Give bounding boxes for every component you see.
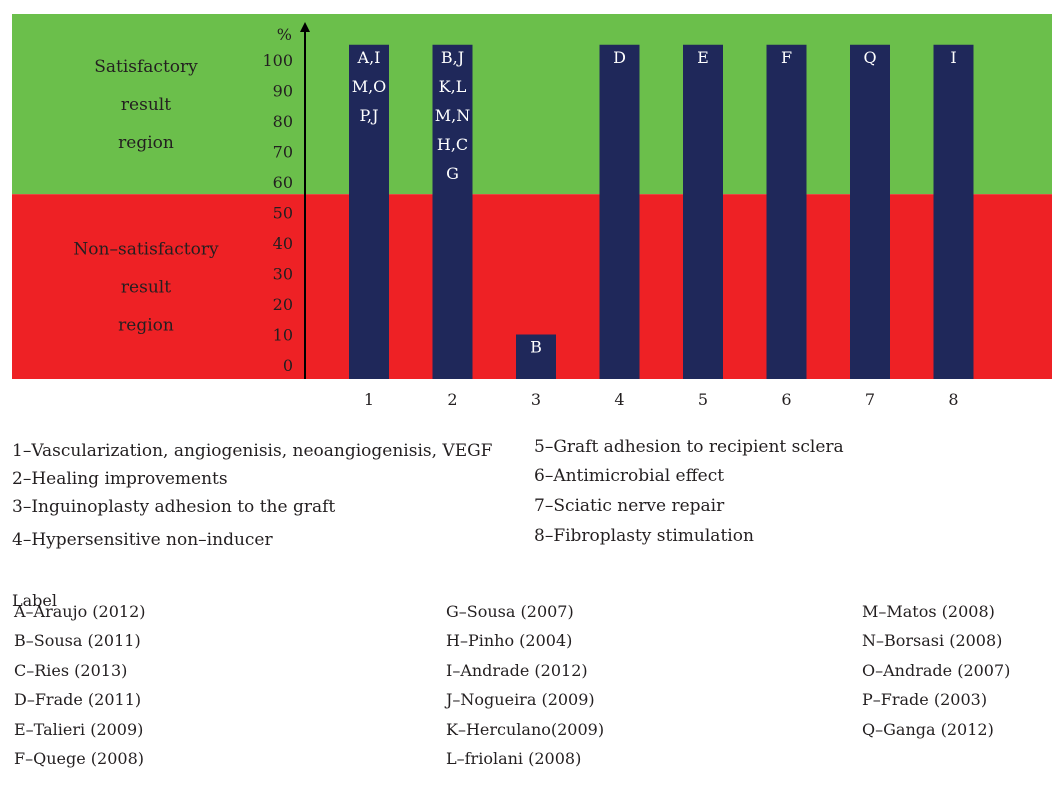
y-tick-label: 0 bbox=[283, 356, 293, 375]
author-label: D–Frade (2011) bbox=[14, 690, 142, 709]
legend-item: 7–Sciatic nerve repair bbox=[534, 496, 725, 516]
bar-6 bbox=[766, 44, 807, 379]
y-axis-title: % bbox=[277, 25, 292, 44]
bar-data-label: F bbox=[781, 48, 792, 67]
x-tick-label: 1 bbox=[364, 390, 374, 409]
author-label: I–Andrade (2012) bbox=[446, 661, 588, 680]
bars-layer: A,I M,O P,J B,J K,L M,N H,C G B D E F Q I bbox=[349, 44, 974, 379]
bar-data-label: P,J bbox=[359, 106, 378, 125]
author-label: N–Borsasi (2008) bbox=[862, 631, 1003, 650]
y-tick-label: 90 bbox=[273, 82, 293, 101]
author-label: P–Frade (2003) bbox=[862, 690, 988, 709]
y-tick-label: 100 bbox=[262, 51, 293, 70]
bar-chart: Satisfactory result region Non–satisfactory… bbox=[12, 14, 1052, 409]
legend-item: 5–Graft adhesion to recipient sclera bbox=[534, 437, 844, 457]
author-label: H–Pinho (2004) bbox=[446, 631, 573, 650]
y-tick-label: 30 bbox=[273, 265, 293, 284]
region-label-line: region bbox=[118, 133, 174, 153]
bar-5 bbox=[683, 44, 723, 379]
y-tick-label: 60 bbox=[273, 173, 293, 192]
bar-1 bbox=[349, 44, 389, 379]
bar-7 bbox=[850, 44, 890, 379]
x-tick-label: 7 bbox=[865, 390, 875, 409]
y-tick-label: 70 bbox=[273, 143, 293, 162]
x-tick-label: 3 bbox=[531, 390, 541, 409]
bar-data-label: M,N bbox=[435, 106, 470, 125]
legend-item: 8–Fibroplasty stimulation bbox=[534, 526, 754, 546]
bar-data-label: G bbox=[446, 164, 459, 183]
bar-8 bbox=[933, 44, 974, 379]
author-label: C–Ries (2013) bbox=[14, 661, 128, 680]
bar-data-label: A,I bbox=[357, 48, 381, 67]
bar-data-label: E bbox=[697, 48, 709, 67]
region-label-line: region bbox=[118, 316, 174, 336]
author-label: L–friolani (2008) bbox=[446, 749, 582, 768]
author-label: E–Talieri (2009) bbox=[14, 720, 144, 739]
y-tick-label: 40 bbox=[273, 234, 293, 253]
label-heading: Label bbox=[12, 591, 57, 610]
bar-3 bbox=[516, 334, 556, 379]
author-label: F–Quege (2008) bbox=[14, 749, 144, 768]
legend-item: 3–Inguinoplasty adhesion to the graft bbox=[12, 497, 336, 517]
region-label-line: Non–satisfactory bbox=[73, 240, 219, 260]
author-label: A–Araujo (2012) bbox=[14, 602, 146, 621]
author-label: J–Nogueira (2009) bbox=[446, 690, 595, 709]
bar-data-label: D bbox=[613, 48, 626, 67]
region-label-line: Satisfactory bbox=[94, 57, 198, 77]
region-text-layer: Satisfactory result region Non–satisfactory… bbox=[73, 57, 219, 336]
legend-item: 2–Healing improvements bbox=[12, 469, 228, 489]
bar-data-label: B bbox=[530, 338, 542, 357]
region-label-line: result bbox=[121, 278, 171, 298]
author-label: G–Sousa (2007) bbox=[446, 602, 574, 621]
bar-data-label: H,C bbox=[437, 135, 468, 154]
bar-data-label: B,J bbox=[441, 48, 464, 67]
bar-data-label: Q bbox=[863, 48, 876, 67]
y-tick-label: 10 bbox=[273, 326, 293, 345]
legend-item: 6–Antimicrobial effect bbox=[534, 466, 725, 486]
author-label: Q–Ganga (2012) bbox=[862, 720, 994, 739]
legend-item: 1–Vascularization, angiogenisis, neoangi… bbox=[12, 441, 493, 461]
author-label: M–Matos (2008) bbox=[862, 602, 995, 621]
author-label: B–Sousa (2011) bbox=[14, 631, 141, 650]
x-tick-label: 6 bbox=[781, 390, 791, 409]
y-tick-label: 20 bbox=[273, 295, 293, 314]
x-tick-label: 2 bbox=[447, 390, 457, 409]
y-tick-label: 80 bbox=[273, 112, 293, 131]
y-axis-arrow bbox=[300, 22, 310, 32]
author-label: O–Andrade (2007) bbox=[862, 661, 1011, 680]
x-tick-label: 4 bbox=[614, 390, 624, 409]
bar-2 bbox=[432, 44, 473, 379]
bar-data-label: M,O bbox=[352, 77, 387, 96]
x-tick-label: 8 bbox=[948, 390, 958, 409]
y-tick-label: 50 bbox=[273, 204, 293, 223]
region-label-line: result bbox=[121, 95, 171, 115]
author-label: K–Herculano(2009) bbox=[446, 720, 605, 739]
bar-data-label: I bbox=[950, 48, 956, 67]
bar-4 bbox=[599, 44, 640, 379]
bar-data-label: K,L bbox=[439, 77, 467, 96]
x-tick-label: 5 bbox=[698, 390, 708, 409]
legend-item: 4–Hypersensitive non–inducer bbox=[12, 530, 273, 550]
